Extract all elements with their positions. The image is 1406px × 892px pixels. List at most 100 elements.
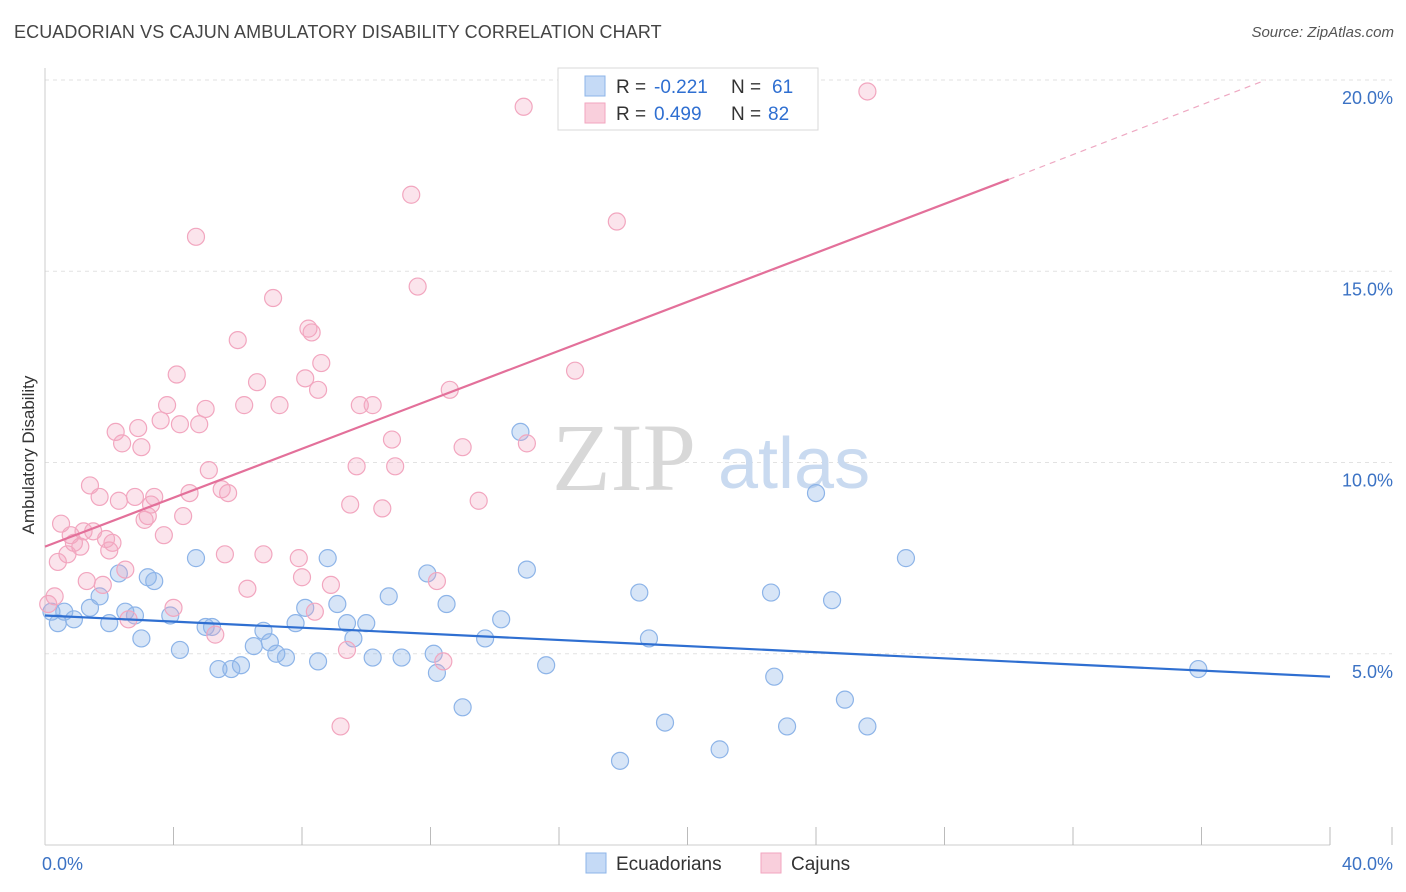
point-ecuadorians-41 [453,698,472,717]
legend-r-value-ecuadorians: -0.221 [654,77,708,98]
point-ecuadorians-42 [476,629,495,648]
point-ecuadorians-20 [231,656,251,675]
point-cajuns-63 [363,396,382,415]
point-cajuns-16 [103,533,122,552]
point-cajuns-78 [858,82,877,101]
point-ecuadorians-39 [427,663,447,682]
point-cajuns-32 [167,365,186,384]
point-ecuadorians-21 [244,636,263,656]
point-ecuadorians-28 [308,652,328,671]
legend-n-value-cajuns: 82 [768,104,789,125]
point-ecuadorians-40 [437,594,456,614]
point-cajuns-49 [270,396,289,415]
point-ecuadorians-54 [777,717,797,736]
y-tick-label-20: 20.0% [1342,88,1393,108]
point-cajuns-73 [469,491,488,510]
point-ecuadorians-5 [90,587,109,606]
point-ecuadorians-59 [896,549,916,568]
point-ecuadorians-48 [630,583,649,602]
point-cajuns-17 [106,422,125,441]
point-ecuadorians-47 [610,751,630,770]
y-tick-label-10: 10.0% [1342,471,1393,491]
trend-line-ecuadorians [44,614,1331,678]
point-ecuadorians-30 [328,594,347,614]
source-credit: Source: ZipAtlas.com [1251,24,1394,41]
point-cajuns-28 [151,411,170,430]
point-cajuns-7 [71,537,90,556]
legend-swatch-cajuns [584,102,606,124]
point-cajuns-20 [116,560,135,579]
series-legend: Ecuadorians Cajuns [585,852,850,875]
point-cajuns-43 [219,484,238,503]
point-cajuns-21 [125,487,145,507]
point-cajuns-31 [164,598,183,617]
point-cajuns-34 [174,506,193,526]
trend-line-cajuns [44,178,1010,548]
legend-r-label-1: R = [616,77,646,98]
point-cajuns-60 [341,495,360,514]
point-ecuadorians-25 [276,648,296,667]
point-ecuadorians-19 [222,659,241,679]
point-ecuadorians-18 [209,659,228,679]
point-cajuns-79 [305,602,324,621]
point-ecuadorians-38 [424,644,443,663]
legend-r-label-2: R = [616,104,646,125]
point-cajuns-58 [331,717,350,736]
point-cajuns-56 [312,353,331,373]
tick-labels: 5.0% 10.0% 15.0% 20.0% 0.0% 40.0% [42,88,1393,874]
point-ecuadorians-43 [492,610,511,629]
point-cajuns-74 [514,97,533,116]
point-ecuadorians-23 [260,633,279,652]
x-tick-label-40: 40.0% [1342,854,1393,874]
y-tick-label-5: 5.0% [1352,662,1393,682]
legend-bottom-swatch-cajuns [760,852,782,874]
point-cajuns-51 [292,568,312,587]
point-ecuadorians-50 [655,713,675,732]
point-cajuns-40 [206,625,225,644]
axes [44,68,1393,846]
point-ecuadorians-37 [418,564,437,583]
point-cajuns-48 [263,288,283,308]
point-cajuns-76 [565,361,585,380]
point-ecuadorians-34 [363,648,382,667]
point-cajuns-42 [215,545,234,564]
point-ecuadorians-55 [806,484,826,503]
point-ecuadorians-26 [286,614,305,633]
point-cajuns-57 [321,575,341,595]
point-cajuns-37 [190,415,209,434]
point-cajuns-54 [302,323,321,342]
point-cajuns-45 [235,396,254,415]
point-cajuns-67 [402,185,421,204]
point-ecuadorians-29 [318,549,337,568]
trend-extension-cajuns [1008,79,1266,181]
watermark-zip: ZIP [552,404,696,511]
point-ecuadorians-58 [858,717,877,736]
point-ecuadorians-52 [761,583,781,602]
data-points [39,82,1208,770]
point-cajuns-77 [607,212,626,231]
legend-bottom-swatch-ecuadorians [585,852,607,874]
point-ecuadorians-51 [710,740,729,759]
legend-bottom-label-ecuadorians: Ecuadorians [616,854,722,875]
trend-lines [44,79,1331,678]
point-cajuns-64 [373,499,392,518]
legend-r-value-cajuns: 0.499 [654,104,702,125]
point-cajuns-55 [308,380,328,399]
point-cajuns-33 [170,415,190,434]
point-ecuadorians-57 [835,690,855,709]
gridlines [45,79,1392,655]
correlation-legend: R = -0.221 N = 61 R = 0.499 N = 82 [557,67,819,131]
point-cajuns-70 [434,652,453,671]
point-ecuadorians-56 [822,591,842,610]
point-ecuadorians-31 [337,614,357,633]
point-cajuns-47 [254,545,273,564]
point-cajuns-18 [109,491,128,510]
point-cajuns-2 [48,552,67,572]
legend-n-label-2: N = [731,104,761,125]
point-cajuns-52 [296,369,315,388]
x-tick-label-0: 0.0% [42,854,83,874]
point-cajuns-44 [228,331,247,350]
legend-bottom-label-cajuns: Cajuns [791,854,850,875]
watermark-atlas: atlas [718,424,870,504]
point-ecuadorians-53 [765,667,784,686]
